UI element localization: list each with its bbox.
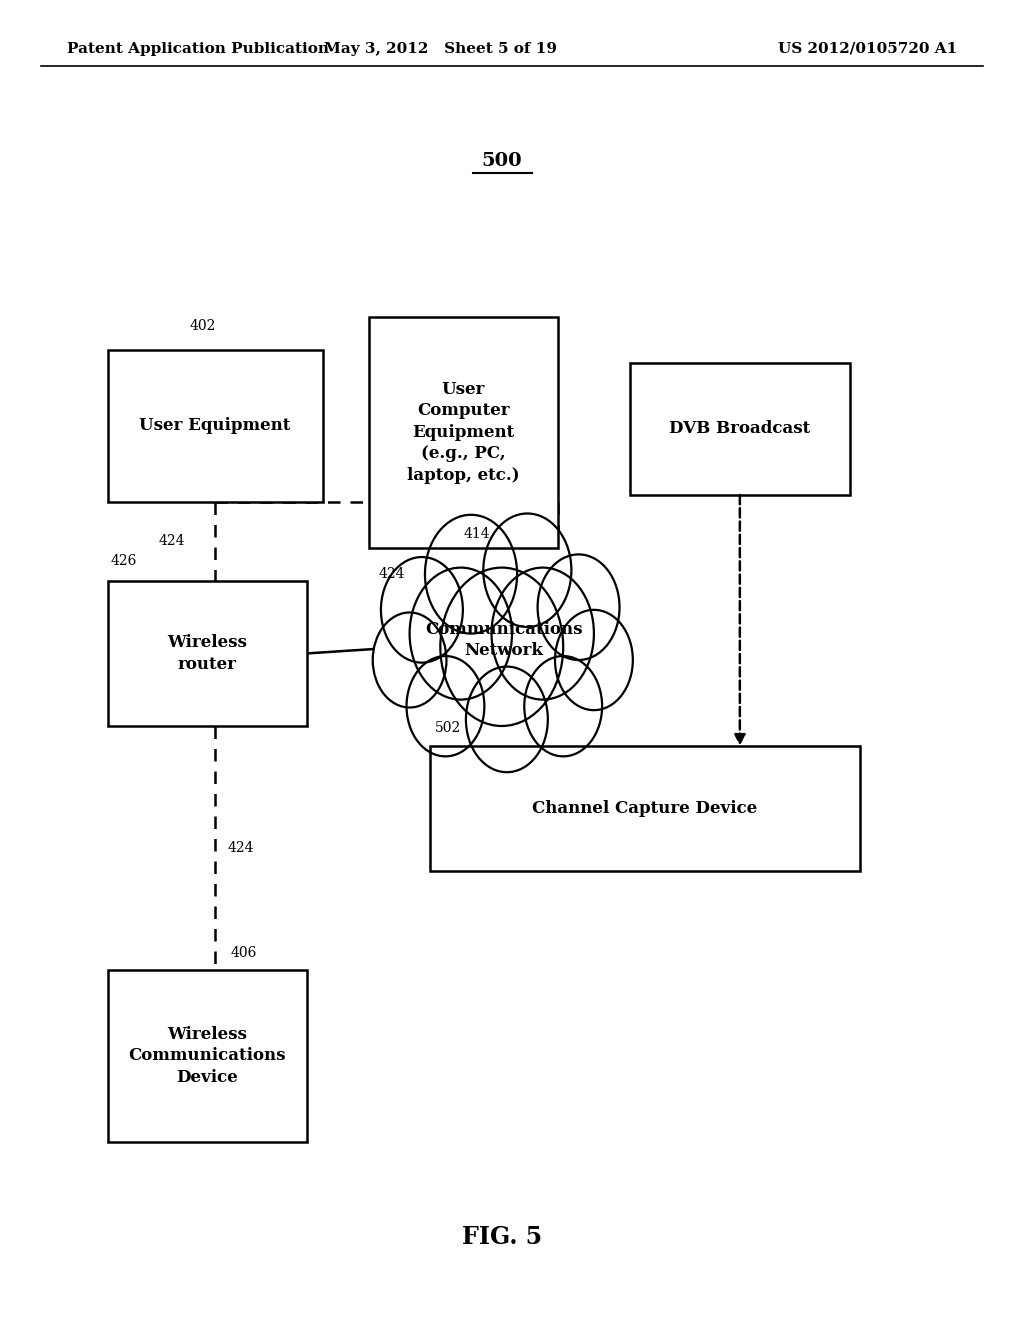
Text: Channel Capture Device: Channel Capture Device	[532, 800, 758, 817]
Bar	[369, 317, 558, 548]
Bar	[630, 363, 850, 495]
Text: 424: 424	[379, 568, 406, 581]
Bar	[430, 746, 860, 871]
Bar	[108, 581, 307, 726]
Text: Wireless
router: Wireless router	[167, 634, 248, 673]
Bar	[108, 970, 307, 1142]
Circle shape	[410, 568, 512, 700]
Text: 406: 406	[230, 945, 257, 960]
Text: Communications
Network: Communications Network	[425, 620, 583, 660]
Bar	[108, 350, 323, 502]
Circle shape	[538, 554, 620, 660]
Text: US 2012/0105720 A1: US 2012/0105720 A1	[778, 42, 957, 55]
Circle shape	[407, 656, 484, 756]
Text: DVB Broadcast: DVB Broadcast	[670, 421, 810, 437]
Text: 414: 414	[464, 527, 490, 541]
Text: 424: 424	[227, 841, 254, 855]
Circle shape	[524, 656, 602, 756]
Text: May 3, 2012   Sheet 5 of 19: May 3, 2012 Sheet 5 of 19	[324, 42, 557, 55]
Circle shape	[373, 612, 446, 708]
Text: 424: 424	[159, 535, 185, 548]
Circle shape	[440, 568, 563, 726]
Text: 500: 500	[481, 152, 522, 170]
Circle shape	[381, 557, 463, 663]
Text: 402: 402	[189, 318, 216, 333]
Text: 502: 502	[435, 721, 462, 735]
Circle shape	[483, 513, 571, 627]
Text: 426: 426	[111, 553, 137, 568]
Circle shape	[555, 610, 633, 710]
Circle shape	[492, 568, 594, 700]
Circle shape	[425, 515, 517, 634]
Text: FIG. 5: FIG. 5	[462, 1225, 542, 1249]
Text: User
Computer
Equipment
(e.g., PC,
laptop, etc.): User Computer Equipment (e.g., PC, lapto…	[408, 380, 519, 484]
Text: Wireless
Communications
Device: Wireless Communications Device	[129, 1026, 286, 1086]
Circle shape	[466, 667, 548, 772]
Text: Patent Application Publication: Patent Application Publication	[67, 42, 329, 55]
Text: User Equipment: User Equipment	[139, 417, 291, 434]
